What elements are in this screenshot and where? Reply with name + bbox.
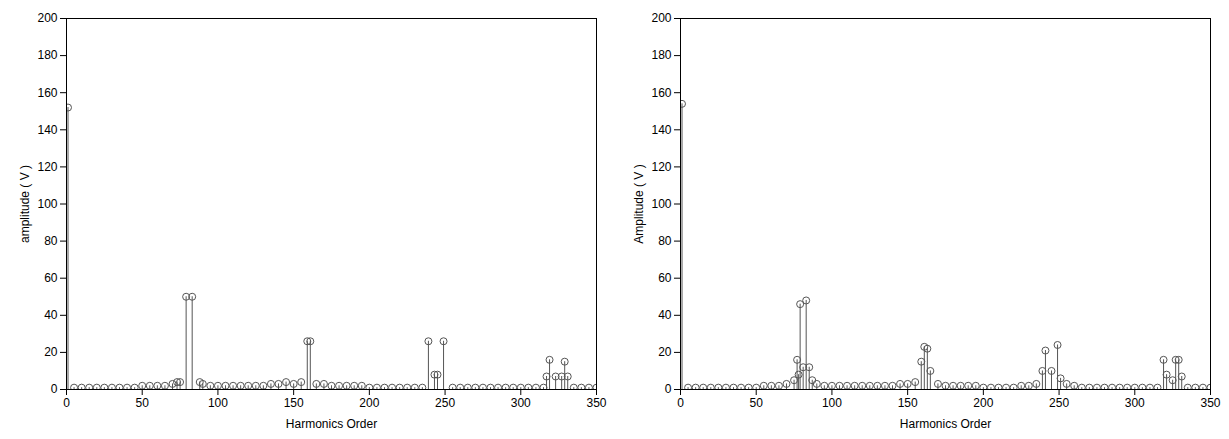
svg-text:60: 60 — [658, 271, 672, 285]
svg-text:140: 140 — [37, 123, 57, 137]
svg-text:160: 160 — [651, 86, 671, 100]
svg-text:140: 140 — [651, 123, 671, 137]
svg-text:0: 0 — [63, 396, 70, 410]
svg-text:80: 80 — [658, 234, 672, 248]
svg-text:0: 0 — [665, 382, 672, 396]
svg-text:40: 40 — [44, 308, 58, 322]
svg-text:200: 200 — [651, 11, 671, 25]
svg-text:20: 20 — [44, 345, 58, 359]
svg-text:250: 250 — [1049, 396, 1069, 410]
svg-text:80: 80 — [44, 234, 58, 248]
svg-text:200: 200 — [37, 11, 57, 25]
svg-text:180: 180 — [651, 48, 671, 62]
svg-text:100: 100 — [822, 396, 842, 410]
svg-text:100: 100 — [651, 197, 671, 211]
svg-text:250: 250 — [435, 396, 455, 410]
svg-text:50: 50 — [750, 396, 764, 410]
svg-text:20: 20 — [658, 345, 672, 359]
svg-text:120: 120 — [37, 160, 57, 174]
svg-text:Harmonics Order: Harmonics Order — [900, 417, 991, 431]
svg-text:300: 300 — [511, 396, 531, 410]
svg-text:Harmonics Order: Harmonics Order — [286, 417, 377, 431]
svg-text:350: 350 — [1200, 396, 1220, 410]
svg-text:150: 150 — [284, 396, 304, 410]
svg-text:40: 40 — [658, 308, 672, 322]
svg-text:amplitude ( V ): amplitude ( V ) — [18, 165, 32, 243]
svg-text:Amplitude ( V ): Amplitude ( V ) — [632, 164, 646, 243]
svg-text:100: 100 — [208, 396, 228, 410]
svg-text:50: 50 — [136, 396, 150, 410]
svg-text:120: 120 — [651, 160, 671, 174]
svg-text:160: 160 — [37, 86, 57, 100]
svg-text:150: 150 — [898, 396, 918, 410]
svg-text:200: 200 — [359, 396, 379, 410]
svg-text:200: 200 — [973, 396, 993, 410]
svg-text:0: 0 — [677, 396, 684, 410]
svg-text:60: 60 — [44, 271, 58, 285]
svg-text:180: 180 — [37, 48, 57, 62]
svg-text:300: 300 — [1125, 396, 1145, 410]
svg-text:0: 0 — [51, 382, 58, 396]
svg-text:100: 100 — [37, 197, 57, 211]
svg-text:350: 350 — [586, 396, 606, 410]
